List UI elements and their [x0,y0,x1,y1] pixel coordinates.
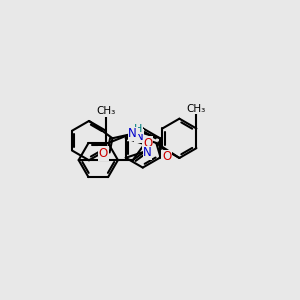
Text: N: N [128,127,137,140]
Text: N: N [135,130,143,143]
Text: O: O [99,147,108,160]
Text: H: H [128,127,137,137]
Text: N: N [143,146,152,159]
Text: O: O [162,150,171,163]
Text: CH₃: CH₃ [187,104,206,114]
Text: H: H [134,124,142,134]
Text: O: O [143,136,152,150]
Text: CH₃: CH₃ [96,106,116,116]
